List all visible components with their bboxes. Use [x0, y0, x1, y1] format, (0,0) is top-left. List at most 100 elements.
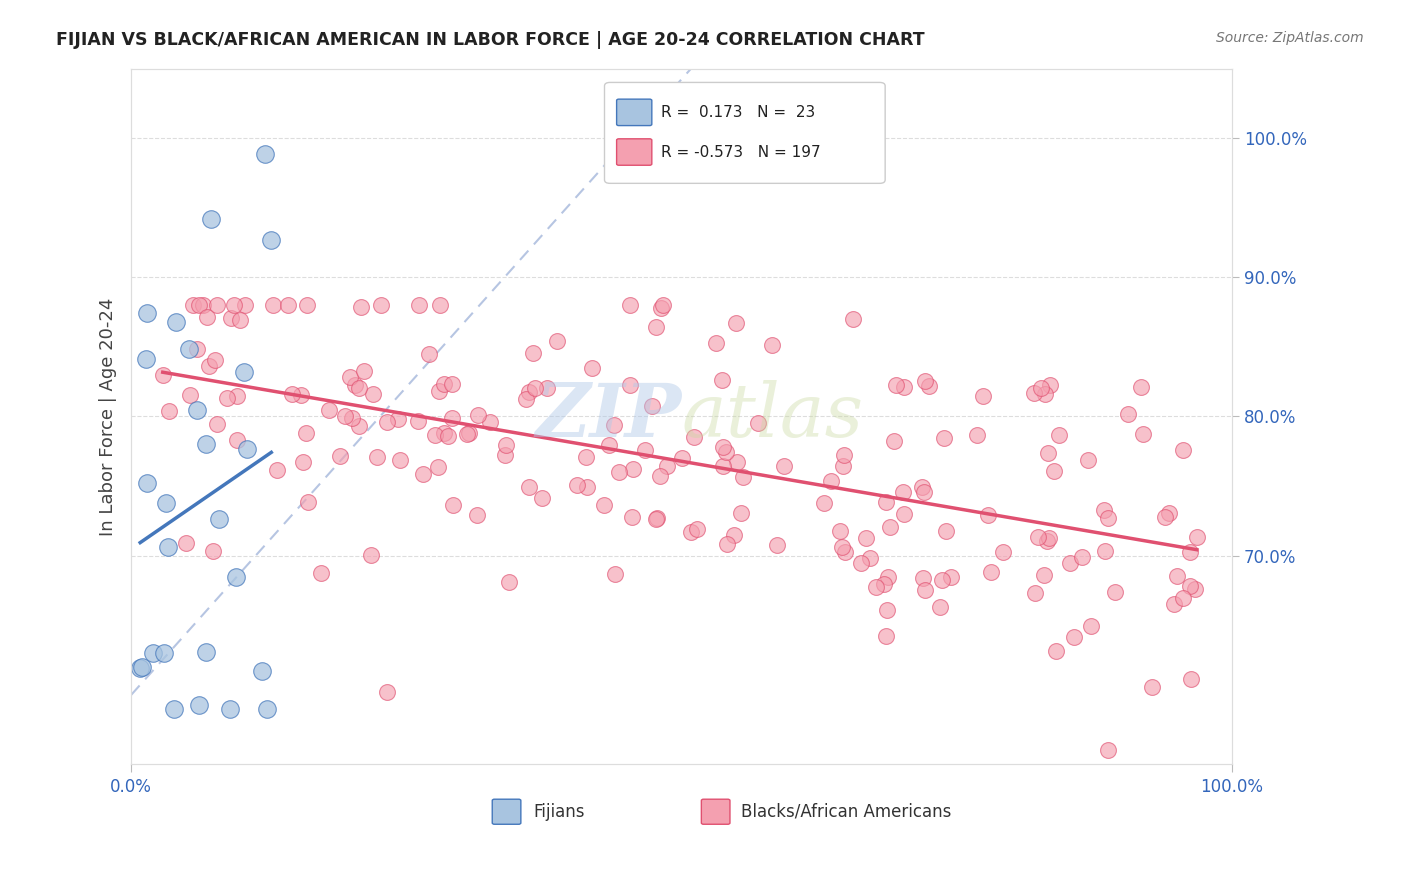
Point [834, 545, 856, 559]
Point [813, 496, 835, 510]
Point [831, 458, 853, 473]
Point [318, 402, 340, 417]
Point [1097, 511, 1119, 525]
Point [641, 399, 664, 413]
Point [441, 377, 464, 392]
Point [179, 387, 201, 401]
Point [1130, 379, 1153, 393]
Point [361, 387, 384, 401]
Point [1116, 407, 1139, 421]
Point [830, 524, 852, 538]
Point [619, 378, 641, 392]
Point [427, 384, 450, 398]
Point [344, 378, 367, 392]
Point [131, 660, 153, 674]
Point [266, 463, 288, 477]
Point [1178, 579, 1201, 593]
Point [683, 430, 706, 444]
Point [219, 702, 242, 716]
Point [980, 566, 1002, 580]
Point [686, 523, 709, 537]
Point [222, 298, 245, 312]
Point [832, 448, 855, 462]
Point [229, 312, 252, 326]
Point [536, 381, 558, 395]
Point [370, 298, 392, 312]
Point [1180, 672, 1202, 686]
Point [711, 458, 734, 473]
Point [575, 450, 598, 464]
Point [433, 426, 456, 441]
Point [619, 298, 641, 312]
Point [1080, 619, 1102, 633]
Point [1045, 643, 1067, 657]
Y-axis label: In Labor Force | Age 20-24: In Labor Force | Age 20-24 [100, 297, 117, 536]
Point [711, 440, 734, 454]
Point [931, 573, 953, 587]
Point [1132, 426, 1154, 441]
Point [603, 566, 626, 581]
Point [935, 524, 957, 539]
Point [893, 485, 915, 500]
Point [233, 365, 256, 379]
Point [1071, 550, 1094, 565]
Point [621, 462, 644, 476]
Point [929, 600, 952, 615]
Point [914, 374, 936, 388]
Point [879, 520, 901, 534]
Point [429, 298, 451, 312]
Point [910, 480, 932, 494]
Point [129, 660, 152, 674]
Point [519, 480, 541, 494]
Text: R =  0.173   N =  23: R = 0.173 N = 23 [661, 105, 815, 120]
Point [195, 310, 218, 324]
Point [295, 298, 318, 312]
Point [575, 480, 598, 494]
Point [225, 433, 247, 447]
Point [841, 312, 863, 326]
Point [747, 416, 769, 430]
Point [215, 392, 238, 406]
Point [567, 477, 589, 491]
Point [714, 445, 737, 459]
Point [408, 298, 430, 312]
Point [1097, 743, 1119, 757]
Point [465, 508, 488, 522]
Point [859, 550, 882, 565]
Point [1094, 544, 1116, 558]
Point [634, 443, 657, 458]
FancyBboxPatch shape [492, 799, 520, 824]
Point [418, 347, 440, 361]
Point [388, 453, 411, 467]
Point [966, 428, 988, 442]
Point [723, 527, 745, 541]
Point [731, 470, 754, 484]
Point [186, 342, 208, 356]
Point [498, 575, 520, 590]
Point [1173, 443, 1195, 458]
Point [456, 426, 478, 441]
Point [193, 298, 215, 312]
Point [205, 417, 228, 432]
Point [406, 414, 429, 428]
Point [1092, 503, 1115, 517]
Text: Fijians: Fijians [533, 803, 585, 821]
Point [1039, 378, 1062, 392]
Point [524, 381, 547, 395]
Point [208, 512, 231, 526]
Point [620, 509, 643, 524]
Point [1104, 585, 1126, 599]
Text: FIJIAN VS BLACK/AFRICAN AMERICAN IN LABOR FORCE | AGE 20-24 CORRELATION CHART: FIJIAN VS BLACK/AFRICAN AMERICAN IN LABO… [56, 31, 925, 49]
Point [349, 419, 371, 434]
Point [152, 368, 174, 383]
Point [1140, 681, 1163, 695]
Point [194, 437, 217, 451]
Point [1036, 446, 1059, 460]
Point [457, 426, 479, 441]
Point [761, 337, 783, 351]
Point [603, 417, 626, 432]
Point [912, 485, 935, 500]
Point [1154, 509, 1177, 524]
Point [939, 570, 962, 584]
Point [1028, 531, 1050, 545]
